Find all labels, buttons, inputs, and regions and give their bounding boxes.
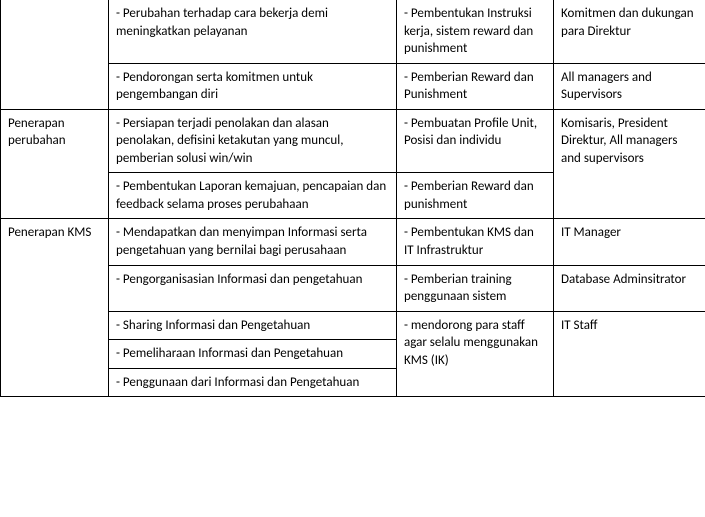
table-cell: - Mendapatkan dan menyimpan Informasi se… [109, 219, 397, 265]
table-cell: - Pembentukan KMS dan IT Infrastruktur [397, 219, 554, 265]
table-container: - Perubahan terhadap cara bekerja demi m… [0, 0, 705, 397]
table-cell: - Persiapan terjadi penolakan dan alasan… [109, 109, 397, 173]
table-cell: All managers and Supervisors [554, 63, 705, 109]
table-row: Penerapan perubahan- Persiapan terjadi p… [1, 109, 705, 173]
table-cell: IT Staff [554, 311, 705, 397]
table-cell: Komitmen dan dukungan para Direktur [554, 0, 705, 63]
table-cell: - Pembentukan Laporan kemajuan, pencapai… [109, 173, 397, 219]
table-cell: Komisaris, President Direktur, All manag… [554, 109, 705, 219]
table-cell: - Pengorganisasian Informasi dan pengeta… [109, 265, 397, 311]
table-row: Penerapan KMS- Mendapatkan dan menyimpan… [1, 219, 705, 265]
table-cell [1, 0, 109, 109]
table-cell: - mendorong para staff agar selalu mengg… [397, 311, 554, 397]
table-cell: - Pemberian Reward dan Punishment [397, 63, 554, 109]
table-row: - Perubahan terhadap cara bekerja demi m… [1, 0, 705, 63]
table-cell: - Pemberian training penggunaan sistem [397, 265, 554, 311]
table-cell: - Pembentukan Instruksi kerja, sistem re… [397, 0, 554, 63]
table-cell: - Pembuatan Profile Unit, Posisi dan ind… [397, 109, 554, 173]
table-cell: - Sharing Informasi dan Pengetahuan [109, 311, 397, 340]
document-table: - Perubahan terhadap cara bekerja demi m… [0, 0, 705, 397]
table-cell: IT Manager [554, 219, 705, 265]
table-cell: Penerapan perubahan [1, 109, 109, 219]
table-cell: - Pendorongan serta komitmen untuk penge… [109, 63, 397, 109]
table-cell: - Pemberian Reward dan punishment [397, 173, 554, 219]
table-cell: Penerapan KMS [1, 219, 109, 397]
table-cell: Database Adminsitrator [554, 265, 705, 311]
table-cell: - Pemeliharaan Informasi dan Pengetahuan [109, 340, 397, 369]
table-cell: - Perubahan terhadap cara bekerja demi m… [109, 0, 397, 63]
table-cell: - Penggunaan dari Informasi dan Pengetah… [109, 368, 397, 397]
